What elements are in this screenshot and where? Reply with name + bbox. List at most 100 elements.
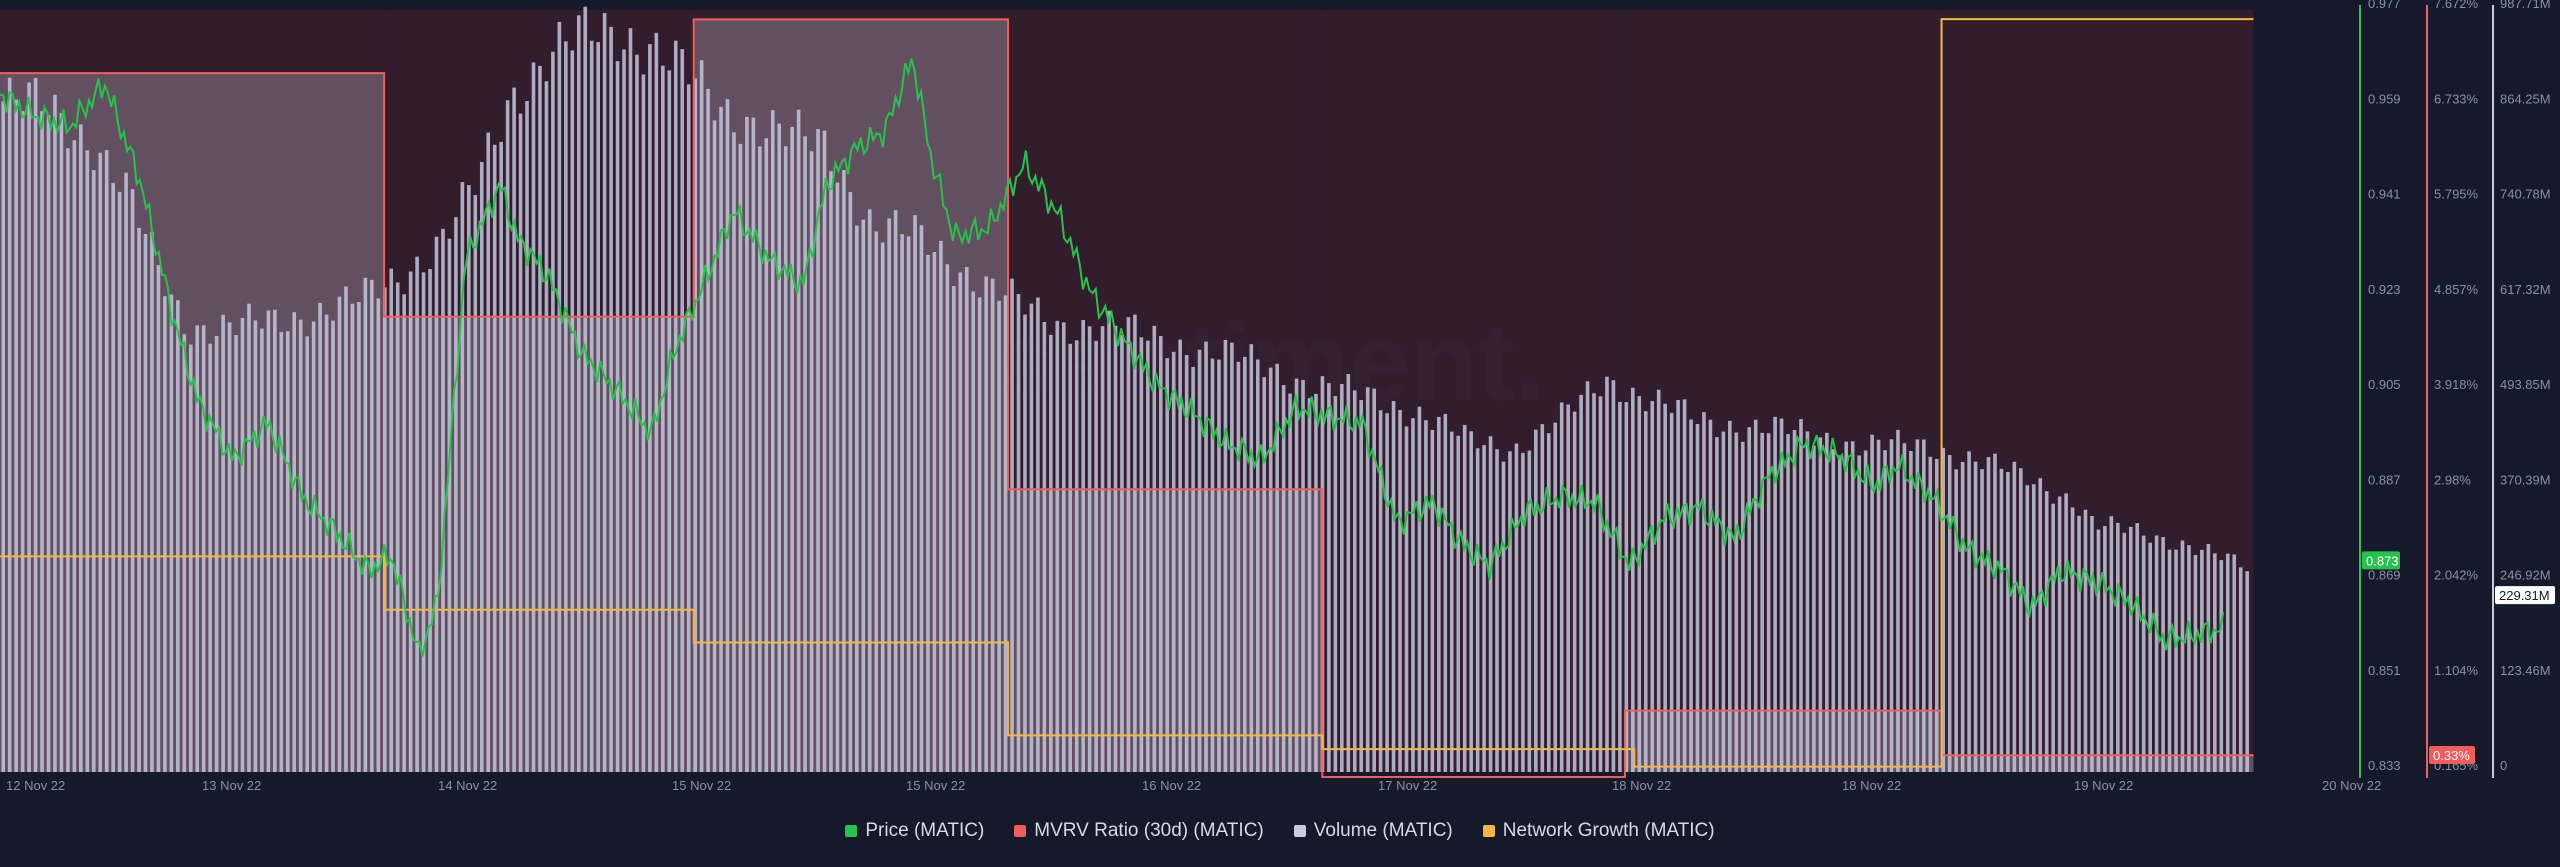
volume-bar: [1152, 325, 1157, 772]
volume-bar: [570, 50, 575, 772]
volume-bar: [1352, 390, 1357, 772]
volume-bar: [441, 228, 445, 772]
volume-bar: [719, 106, 723, 772]
volume-bar: [1294, 378, 1299, 772]
volume-bar: [1967, 451, 1971, 772]
volume-bar: [1365, 387, 1370, 772]
volume-bar: [2161, 537, 2165, 772]
volume-bar: [1624, 402, 1629, 772]
volume-bar: [1372, 388, 1376, 772]
volume-bar: [2090, 516, 2094, 772]
legend-item-price[interactable]: Price (MATIC): [845, 820, 984, 842]
volume-bar: [1876, 439, 1881, 772]
volume-bar: [1482, 445, 1486, 772]
volume-bar: [331, 320, 335, 772]
volume-bar: [1637, 396, 1642, 772]
volume-bar: [1702, 412, 1706, 772]
volume-bar: [479, 161, 484, 772]
volume-bar: [1120, 334, 1124, 772]
legend-swatch-volume: [1293, 825, 1306, 837]
volume-bar: [1023, 314, 1027, 772]
legend-label-price: Price (MATIC): [865, 820, 985, 841]
volume-bar: [1217, 359, 1221, 772]
volume-bar: [486, 132, 491, 773]
volume-bar: [661, 65, 665, 772]
volume-bar: [1650, 401, 1655, 772]
legend-item-network-growth[interactable]: Network Growth (MATIC): [1482, 820, 1715, 842]
volume-bar: [1042, 321, 1047, 772]
volume-bar: [1340, 383, 1344, 772]
volume-bar: [1831, 449, 1836, 772]
volume-bar: [2064, 493, 2068, 772]
volume-bar: [344, 286, 348, 772]
volume-bar: [609, 26, 613, 772]
price-tick-label: 0.851: [2368, 663, 2401, 678]
volume-bar: [848, 192, 853, 772]
volume-bar: [428, 268, 432, 772]
volume-bar: [1954, 469, 1958, 772]
mvrv-tick-label: 2.98%: [2434, 472, 2471, 487]
volume-bar: [783, 146, 788, 773]
volume-bar: [156, 264, 161, 772]
volume-bar: [1508, 451, 1512, 772]
price-current-badge-text: 0.873: [2366, 553, 2399, 568]
volume-bar: [1074, 340, 1079, 772]
volume-bar: [1501, 461, 1506, 772]
volume-bar: [234, 335, 238, 772]
volume-bar: [1268, 367, 1273, 772]
volume-bar: [1094, 340, 1098, 772]
volume-bar: [1191, 366, 1195, 772]
price-line: [0, 58, 2225, 657]
volume-bar: [680, 49, 685, 773]
volume-bar: [1941, 447, 1946, 772]
volume-bar: [1255, 359, 1260, 772]
network-growth-line: [0, 18, 2254, 768]
volume-bar: [1333, 396, 1338, 772]
volume-bar: [564, 41, 568, 773]
mvrv-tick-label: 7.672%: [2434, 0, 2479, 11]
volume-bar: [796, 109, 801, 772]
volume-bar: [952, 286, 956, 772]
mvrv-current-badge: [2429, 746, 2475, 764]
volume-bar: [2031, 484, 2036, 772]
volume-bar: [1081, 319, 1085, 772]
volume-bar: [589, 40, 594, 773]
volume-bar: [150, 231, 154, 772]
volume-bar: [188, 344, 193, 772]
volume-bar: [1928, 456, 1933, 772]
volume-bar: [1029, 303, 1034, 772]
volume-bar: [1973, 461, 1978, 772]
volume-bar: [182, 334, 187, 772]
volume-bar: [473, 195, 478, 772]
volume-bar: [363, 277, 368, 772]
volume-bar: [1243, 356, 1247, 772]
volume-bar: [738, 143, 743, 772]
volume-bar: [370, 279, 374, 772]
volume-bar: [557, 21, 562, 773]
x-tick-label: 13 Nov 22: [202, 778, 261, 793]
volume-bar: [1107, 310, 1111, 772]
volume-bar: [1915, 439, 1920, 772]
x-tick-label: 16 Nov 22: [1142, 778, 1201, 793]
volume-bar: [1003, 295, 1008, 772]
volume-bar: [2225, 553, 2230, 772]
volume-bar: [1307, 398, 1312, 772]
volume-bar: [602, 13, 607, 773]
legend-item-volume[interactable]: Volume (MATIC): [1293, 820, 1453, 842]
volume-tick-label: 493.85M: [2500, 377, 2551, 392]
mvrv-tick-label: 2.042%: [2434, 568, 2479, 583]
volume-bar: [454, 217, 458, 773]
volume-bar: [712, 120, 717, 773]
volume-bar: [1456, 435, 1461, 772]
volume-bar: [240, 317, 245, 772]
volume-bar: [544, 81, 549, 772]
volume-bar: [195, 325, 200, 772]
volume-bar: [1171, 351, 1176, 772]
volume-bar: [2238, 567, 2243, 772]
volume-bar: [285, 331, 290, 772]
legend-item-mvrv[interactable]: MVRV Ratio (30d) (MATIC): [1014, 820, 1264, 842]
volume-bar: [1721, 431, 1726, 772]
volume-bar: [725, 99, 730, 772]
volume-bar: [2200, 549, 2204, 772]
volume-bar: [1546, 433, 1551, 772]
